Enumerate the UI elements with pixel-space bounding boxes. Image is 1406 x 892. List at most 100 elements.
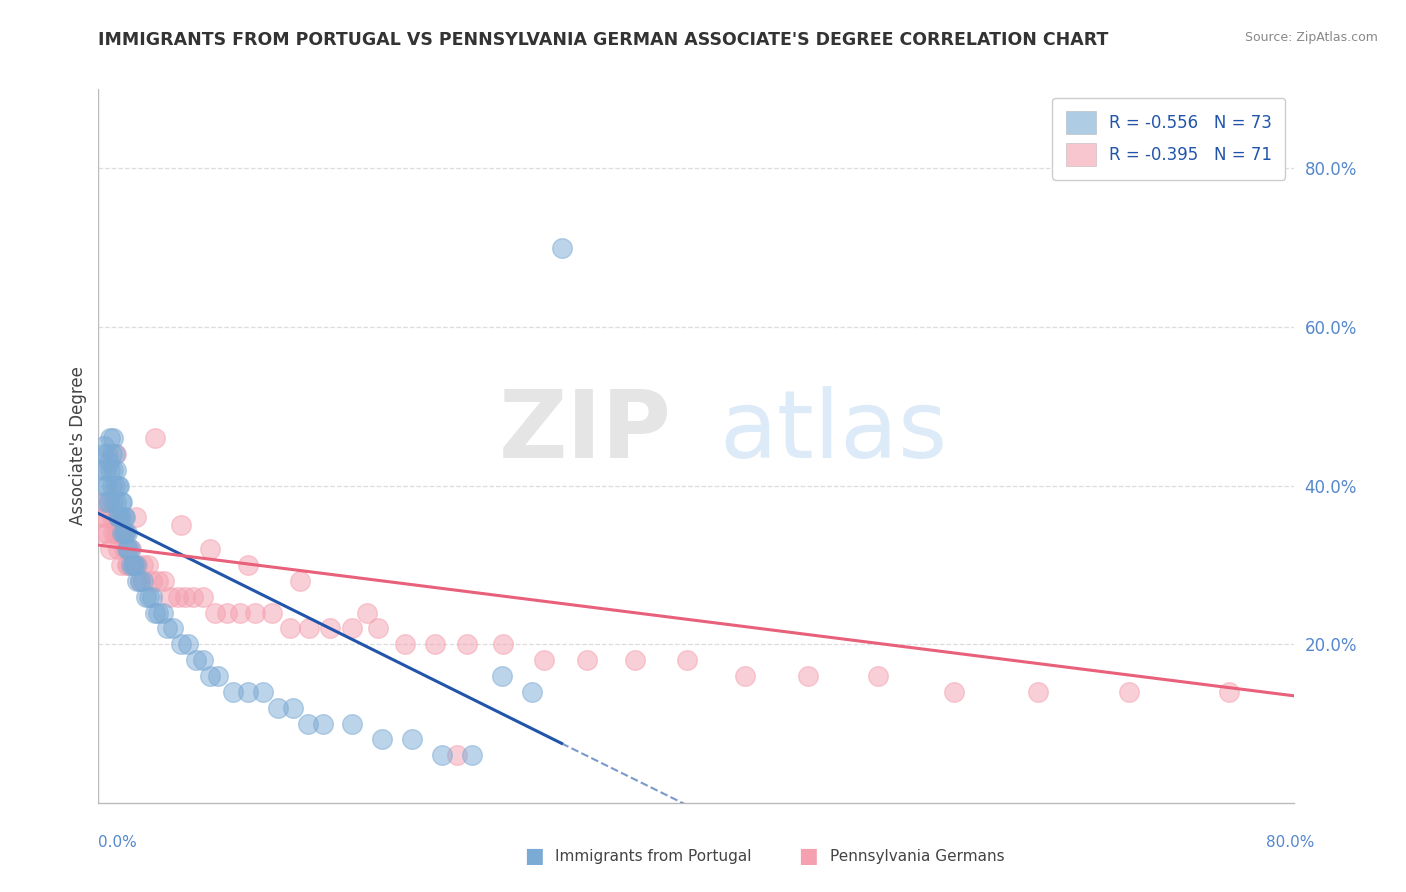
Point bbox=[94, 463, 117, 477]
Point bbox=[103, 431, 125, 445]
Point bbox=[120, 558, 142, 572]
Point bbox=[94, 494, 117, 508]
Point bbox=[138, 590, 160, 604]
Point bbox=[111, 526, 134, 541]
Point bbox=[127, 574, 149, 588]
Point bbox=[114, 526, 136, 541]
Point bbox=[342, 716, 364, 731]
Point bbox=[118, 542, 141, 557]
Point bbox=[100, 431, 122, 445]
Point bbox=[267, 700, 290, 714]
Point bbox=[159, 590, 181, 604]
Point bbox=[115, 526, 138, 541]
Point bbox=[1218, 685, 1240, 699]
Point bbox=[297, 716, 319, 731]
Point bbox=[112, 526, 135, 541]
Point bbox=[141, 590, 163, 604]
Point bbox=[177, 637, 200, 651]
Point bbox=[734, 669, 756, 683]
Point bbox=[148, 574, 170, 588]
Point bbox=[104, 447, 127, 461]
Point bbox=[143, 431, 166, 445]
Point bbox=[371, 732, 394, 747]
Text: atlas: atlas bbox=[720, 385, 948, 478]
Point bbox=[156, 621, 179, 635]
Point bbox=[103, 463, 125, 477]
Point bbox=[112, 510, 135, 524]
Point bbox=[132, 558, 155, 572]
Point bbox=[115, 542, 138, 557]
Point bbox=[120, 542, 142, 557]
Point bbox=[245, 606, 267, 620]
Point bbox=[110, 558, 132, 572]
Point bbox=[281, 700, 304, 714]
Point bbox=[90, 463, 112, 477]
Point bbox=[229, 606, 252, 620]
Point bbox=[356, 606, 378, 620]
Point bbox=[676, 653, 699, 667]
Point bbox=[96, 447, 118, 461]
Point bbox=[117, 558, 139, 572]
Point bbox=[101, 447, 124, 461]
Text: ZIP: ZIP bbox=[499, 385, 672, 478]
Text: IMMIGRANTS FROM PORTUGAL VS PENNSYLVANIA GERMAN ASSOCIATE'S DEGREE CORRELATION C: IMMIGRANTS FROM PORTUGAL VS PENNSYLVANIA… bbox=[98, 31, 1109, 49]
Point bbox=[181, 590, 204, 604]
Point bbox=[252, 685, 274, 699]
Point bbox=[367, 621, 389, 635]
Y-axis label: Associate's Degree: Associate's Degree bbox=[69, 367, 87, 525]
Text: Pennsylvania Germans: Pennsylvania Germans bbox=[830, 849, 1004, 863]
Point bbox=[97, 494, 120, 508]
Point bbox=[200, 669, 222, 683]
Point bbox=[97, 455, 120, 469]
Point bbox=[115, 558, 138, 572]
Point bbox=[169, 518, 191, 533]
Point bbox=[152, 606, 174, 620]
Point bbox=[236, 558, 259, 572]
Point bbox=[114, 510, 136, 524]
Point bbox=[1118, 685, 1140, 699]
Point bbox=[125, 510, 148, 524]
Point bbox=[143, 606, 166, 620]
Point bbox=[215, 606, 238, 620]
Point bbox=[91, 494, 114, 508]
Point bbox=[204, 606, 226, 620]
Point bbox=[342, 621, 364, 635]
Point bbox=[319, 621, 342, 635]
Point bbox=[104, 510, 127, 524]
Point bbox=[105, 447, 128, 461]
Point bbox=[623, 653, 645, 667]
Point bbox=[446, 748, 468, 763]
Point bbox=[111, 494, 134, 508]
Point bbox=[136, 558, 159, 572]
Point bbox=[111, 526, 134, 541]
Point bbox=[1026, 685, 1049, 699]
Point bbox=[430, 748, 453, 763]
Point bbox=[110, 510, 132, 524]
Point bbox=[191, 590, 214, 604]
Point bbox=[121, 558, 143, 572]
Point bbox=[207, 669, 229, 683]
Point bbox=[394, 637, 416, 651]
Point bbox=[101, 510, 124, 524]
Point bbox=[132, 574, 155, 588]
Point bbox=[103, 526, 125, 541]
Point bbox=[117, 542, 139, 557]
Point bbox=[491, 669, 513, 683]
Text: 80.0%: 80.0% bbox=[1267, 836, 1315, 850]
Point bbox=[200, 542, 222, 557]
Point bbox=[129, 574, 152, 588]
Point bbox=[174, 590, 197, 604]
Point bbox=[124, 558, 146, 572]
Point bbox=[461, 748, 484, 763]
Point bbox=[166, 590, 188, 604]
Point bbox=[492, 637, 515, 651]
Point bbox=[311, 716, 333, 731]
Point bbox=[868, 669, 890, 683]
Point bbox=[575, 653, 598, 667]
Point bbox=[108, 526, 131, 541]
Point bbox=[125, 558, 148, 572]
Point bbox=[93, 526, 115, 541]
Point bbox=[124, 558, 146, 572]
Point bbox=[105, 494, 128, 508]
Point bbox=[107, 510, 129, 524]
